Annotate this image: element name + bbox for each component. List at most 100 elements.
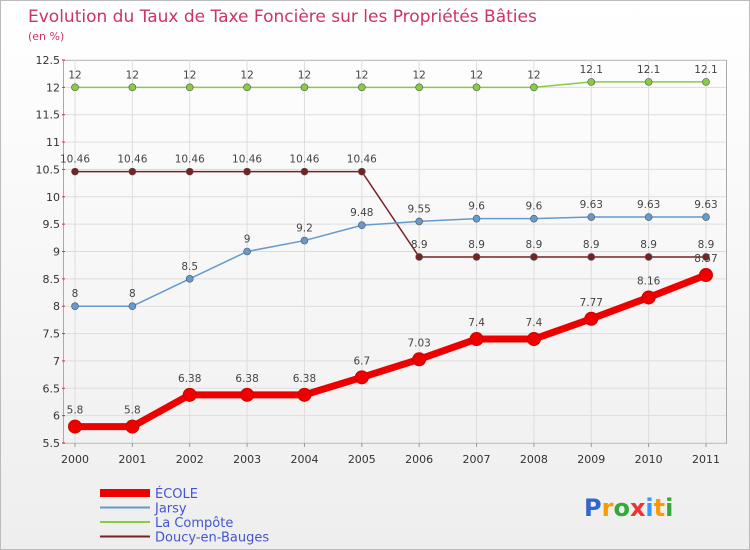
data-label-la-comp-te: 12.1	[637, 64, 660, 76]
logo-text: Proxiti	[584, 494, 673, 522]
data-point-doucy-en-bauges	[128, 167, 137, 176]
data-point-la-comp-te	[702, 78, 710, 86]
data-label-la-comp-te: 12	[240, 69, 253, 81]
data-point-cole	[584, 311, 599, 326]
data-point-la-comp-te	[358, 83, 366, 92]
data-point-jarsy	[415, 217, 423, 226]
data-point-jarsy	[587, 213, 596, 221]
data-point-jarsy	[243, 247, 251, 256]
y-tick-label: 7.5	[43, 328, 61, 341]
data-point-jarsy	[530, 214, 538, 223]
legend-label: Doucy-en-Bauges	[155, 531, 269, 546]
data-point-cole	[68, 419, 82, 434]
x-tick-label: 2004	[290, 453, 318, 466]
data-point-jarsy	[472, 214, 481, 223]
data-point-cole	[354, 370, 369, 385]
data-point-cole	[641, 290, 656, 305]
data-label-jarsy: 9.63	[637, 199, 660, 211]
y-tick-label: 6.5	[43, 382, 61, 395]
data-point-la-comp-te	[415, 83, 423, 92]
data-point-cole	[297, 387, 312, 402]
data-label-jarsy: 9.6	[526, 201, 543, 213]
data-label-cole: 7.4	[468, 317, 485, 329]
data-label-doucy-en-bauges: 8.9	[583, 239, 600, 251]
data-point-la-comp-te	[644, 78, 653, 86]
y-tick-label: 12.5	[36, 54, 61, 67]
data-point-jarsy	[702, 213, 710, 221]
data-point-cole	[125, 419, 140, 434]
y-tick-label: 12	[46, 81, 60, 94]
legend-label: ÉCOLE	[155, 486, 198, 502]
data-label-cole: 5.8	[67, 405, 84, 417]
x-tick-label: 2008	[520, 453, 548, 466]
data-label-doucy-en-bauges: 8.9	[698, 239, 715, 251]
data-point-la-comp-te	[472, 83, 481, 92]
legend-label: Jarsy	[154, 502, 187, 517]
series-layer	[68, 78, 713, 434]
y-tick-label: 9	[53, 246, 60, 259]
series-line-cole	[75, 271, 708, 431]
chart-title: Evolution du Taux de Taxe Foncière sur l…	[28, 7, 537, 27]
data-label-doucy-en-bauges: 8.9	[640, 239, 657, 251]
data-point-doucy-en-bauges	[587, 253, 596, 261]
x-tick-label: 2011	[692, 453, 720, 466]
data-label-la-comp-te: 12.1	[580, 64, 603, 76]
x-tick-label: 2001	[118, 453, 146, 466]
series-line-doucy-en-bauges	[75, 170, 706, 258]
data-point-doucy-en-bauges	[358, 167, 366, 176]
legend-label: La Compôte	[155, 516, 233, 531]
data-label-layer: 10.46 10.46 10.46 10.46 10.46 10.46 8.9 8.9 8.9 8…	[60, 64, 718, 417]
data-point-jarsy	[128, 302, 137, 311]
logo-letter: o	[613, 494, 630, 522]
data-point-la-comp-te	[243, 83, 251, 92]
data-point-cole	[469, 332, 484, 347]
x-tick-label: 2002	[176, 453, 204, 466]
data-point-cole	[699, 268, 713, 283]
logo-letter: x	[630, 494, 646, 522]
y-tick-label: 9.5	[43, 218, 61, 231]
series-line-la-comp-te	[75, 81, 706, 89]
data-point-cole	[412, 352, 427, 367]
data-label-doucy-en-bauges: 10.46	[175, 154, 205, 166]
series-line-jarsy	[75, 216, 706, 307]
data-point-la-comp-te	[587, 78, 596, 86]
data-point-cole	[182, 387, 197, 402]
grid-layer	[64, 59, 726, 444]
y-tick-label: 8	[53, 300, 60, 313]
x-tick-label: 2007	[463, 453, 491, 466]
data-label-jarsy: 9.55	[407, 203, 430, 215]
data-point-la-comp-te	[300, 83, 309, 92]
y-tick-label: 7	[53, 355, 60, 368]
x-tick-label: 2010	[635, 453, 663, 466]
data-label-la-comp-te: 12	[68, 69, 81, 81]
data-point-jarsy	[644, 213, 653, 221]
data-label-jarsy: 9.2	[296, 223, 313, 235]
data-label-la-comp-te: 12	[412, 69, 425, 81]
data-label-cole: 6.38	[178, 373, 201, 385]
x-tick-label: 2005	[348, 453, 376, 466]
data-point-jarsy	[185, 275, 194, 283]
data-label-jarsy: 9.63	[694, 199, 717, 211]
data-point-jarsy	[358, 221, 366, 230]
proxiti-logo: Proxiti	[584, 494, 673, 522]
data-label-doucy-en-bauges: 8.9	[526, 239, 543, 251]
data-point-la-comp-te	[128, 83, 137, 92]
data-label-cole: 6.7	[353, 355, 370, 367]
y-tick-label: 8.5	[43, 273, 61, 286]
data-point-jarsy	[300, 236, 309, 245]
data-point-doucy-en-bauges	[472, 253, 481, 261]
data-label-la-comp-te: 12	[355, 69, 368, 81]
data-label-jarsy: 9.6	[468, 201, 485, 213]
data-label-jarsy: 9.48	[350, 207, 373, 219]
chart-subtitle: (en %)	[28, 30, 64, 43]
data-label-doucy-en-bauges: 10.46	[117, 154, 147, 166]
data-point-cole	[526, 332, 541, 347]
data-label-doucy-en-bauges: 10.46	[60, 154, 90, 166]
data-label-doucy-en-bauges: 8.9	[468, 239, 485, 251]
data-point-jarsy	[71, 302, 79, 311]
y-tick-label: 11.5	[36, 109, 61, 122]
